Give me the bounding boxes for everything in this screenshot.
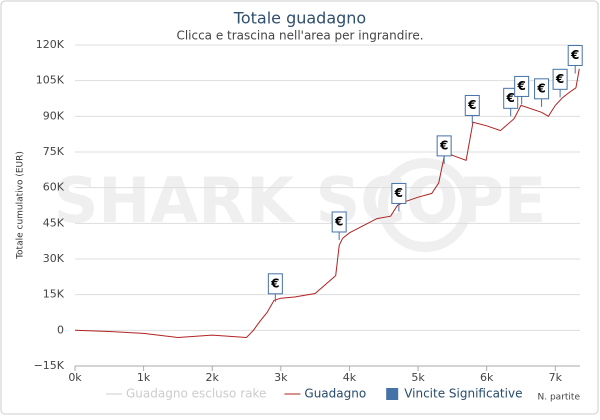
flag-label: € [394, 186, 403, 200]
win-flag: € [514, 75, 530, 105]
flag-label: € [334, 214, 343, 228]
y-tick-label: 75K [43, 145, 65, 158]
win-flag: € [552, 68, 568, 98]
y-tick-label: −15K [34, 359, 65, 372]
x-tick-label: 7k [549, 371, 563, 384]
flag-label: € [570, 48, 579, 62]
win-flag: € [567, 45, 583, 74]
y-tick-label: 60K [43, 181, 65, 194]
win-flag: € [464, 94, 480, 124]
y-tick-label: 30K [43, 252, 65, 265]
flag-label: € [516, 79, 525, 93]
legend-symbol [386, 388, 399, 400]
y-tick-label: 15K [43, 288, 65, 301]
win-flag: € [534, 78, 550, 107]
legend-label[interactable]: Guadagno [304, 387, 366, 401]
flag-label: € [536, 81, 545, 95]
win-flag: € [331, 211, 347, 240]
legend-label[interactable]: Guadagno escluso rake [126, 387, 266, 401]
flag-box [552, 68, 568, 90]
win-flag: € [267, 273, 283, 302]
flag-label: € [270, 276, 279, 290]
line-series [74, 68, 580, 339]
legend-label[interactable]: Vincite Significative [404, 387, 522, 401]
flag-box [464, 94, 480, 116]
flag-box [267, 273, 283, 295]
y-tick-label: 45K [43, 216, 65, 229]
watermark: SHARK SCOPE [54, 164, 547, 237]
flag-label: € [506, 91, 515, 105]
x-tick-label: 5k [411, 371, 425, 384]
y-tick-label: 0 [57, 323, 64, 336]
x-tick-label: 1k [137, 371, 151, 384]
flag-box [567, 45, 583, 67]
flag-box [331, 211, 347, 233]
flag-box [391, 182, 407, 204]
y-tick-label: 120K [36, 38, 65, 51]
chart-subtitle: Clicca e trascina nell'area per ingrandi… [176, 29, 423, 43]
flag-box [534, 78, 550, 100]
x-axis-label: N. partite [538, 393, 581, 403]
x-tick-label: 2k [206, 371, 220, 384]
x-tick-label: 6k [480, 371, 494, 384]
chart-title: Totale guadagno [233, 9, 366, 28]
flag-box [514, 75, 530, 97]
flag-label: € [439, 138, 448, 152]
x-tick-label: 4k [343, 371, 357, 384]
flag-label: € [467, 98, 476, 112]
x-tick-label: 0k [68, 371, 82, 384]
win-flag: € [391, 182, 407, 212]
flag-label: € [555, 72, 564, 86]
win-flag: € [436, 135, 452, 164]
y-tick-label: 105K [36, 74, 65, 87]
y-axis-label: Totale cumulativo (EUR) [16, 151, 26, 260]
flag-box [436, 135, 452, 157]
x-tick-label: 3k [274, 371, 288, 384]
watermark-ring [378, 158, 472, 252]
y-tick-label: 90K [43, 109, 65, 122]
